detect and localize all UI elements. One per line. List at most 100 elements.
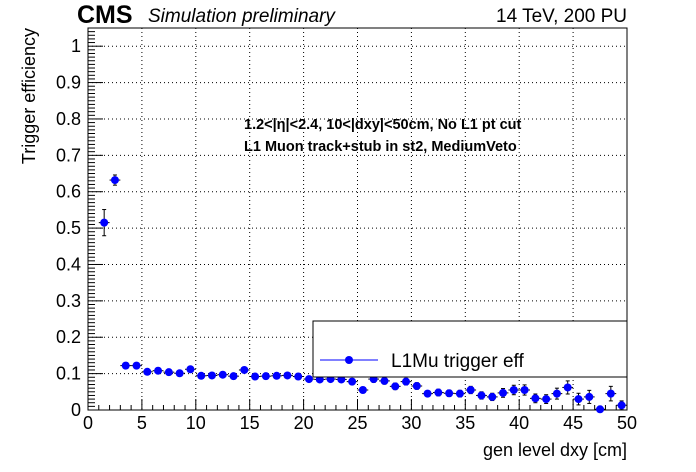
marker xyxy=(251,372,260,381)
marker xyxy=(132,361,141,370)
data-point xyxy=(185,365,196,374)
marker xyxy=(466,385,475,394)
marker xyxy=(412,381,421,390)
x-axis-label: gen level dxy [cm] xyxy=(483,440,627,460)
x-tick-label: 35 xyxy=(455,413,475,433)
marker xyxy=(175,369,184,378)
data-point xyxy=(131,361,142,370)
x-tick-label: 45 xyxy=(563,413,583,433)
marker xyxy=(186,365,195,374)
data-point xyxy=(508,384,520,396)
y-tick-label: 0.4 xyxy=(56,254,81,274)
data-point xyxy=(379,376,390,385)
marker xyxy=(272,371,281,380)
data-point xyxy=(357,385,369,394)
data-point xyxy=(551,387,563,400)
legend-box xyxy=(312,320,628,378)
annotation-cuts: 1.2<|η|<2.4, 10<|dxy|<50cm, No L1 pt cut xyxy=(244,117,522,133)
data-point xyxy=(540,394,552,404)
annotation-selection: L1 Muon track+stub in st2, MediumVeto xyxy=(244,139,517,155)
energy-label: 14 TeV, 200 PU xyxy=(496,6,627,27)
data-point xyxy=(217,370,229,379)
marker xyxy=(606,389,615,398)
data-point xyxy=(238,365,250,374)
marker xyxy=(509,385,518,394)
data-point xyxy=(454,389,466,398)
data-point xyxy=(519,384,530,396)
data-point xyxy=(303,375,315,384)
marker xyxy=(304,375,313,384)
x-tick-label: 20 xyxy=(294,413,314,433)
marker xyxy=(445,389,454,398)
marker xyxy=(197,371,206,380)
data-point xyxy=(476,391,487,400)
marker xyxy=(434,388,443,397)
data-point xyxy=(152,366,164,375)
marker xyxy=(240,365,249,374)
marker xyxy=(121,361,130,370)
plot-frame xyxy=(87,27,628,411)
x-tick-label: 30 xyxy=(401,413,421,433)
marker xyxy=(488,392,497,401)
data-point xyxy=(529,393,541,404)
y-tick-label: 0.3 xyxy=(56,291,81,311)
data-point xyxy=(400,377,412,386)
cms-brand: CMS xyxy=(77,1,133,29)
data-point xyxy=(271,371,283,380)
marker xyxy=(154,366,163,375)
legend: L1Mu trigger eff xyxy=(312,320,628,378)
data-point xyxy=(583,389,595,404)
chart-subtitle: Simulation preliminary xyxy=(148,6,336,27)
marker xyxy=(391,382,400,391)
data-point xyxy=(282,371,293,380)
y-tick-label: 0.6 xyxy=(56,182,81,202)
marker xyxy=(585,392,594,401)
data-point xyxy=(174,369,186,378)
marker xyxy=(455,389,464,398)
x-tick-label: 0 xyxy=(83,413,93,433)
data-point xyxy=(109,174,121,186)
marker xyxy=(531,394,540,403)
marker xyxy=(294,372,303,381)
data-point xyxy=(411,381,423,390)
data-point xyxy=(346,377,358,386)
marker xyxy=(596,405,605,414)
data-point xyxy=(497,388,509,398)
y-tick-label: 1 xyxy=(71,36,81,56)
marker xyxy=(574,395,583,404)
data-point xyxy=(260,372,272,381)
marker xyxy=(552,389,561,398)
marker xyxy=(423,389,432,398)
data-point xyxy=(228,372,239,381)
data-point xyxy=(422,389,433,398)
x-tick-label: 50 xyxy=(617,413,637,433)
data-point xyxy=(163,368,175,377)
marker xyxy=(164,368,173,377)
legend-marker xyxy=(345,356,353,364)
data-point xyxy=(432,388,444,397)
data-point xyxy=(605,385,617,402)
y-tick-label: 0.1 xyxy=(56,364,81,384)
marker xyxy=(110,176,119,185)
legend-label: L1Mu trigger eff xyxy=(391,351,524,372)
marker xyxy=(261,372,270,381)
marker xyxy=(380,376,389,385)
x-tick-label: 25 xyxy=(347,413,367,433)
y-tick-label: 0.5 xyxy=(56,218,81,238)
x-tick-label: 40 xyxy=(509,413,529,433)
data-point xyxy=(389,382,401,391)
marker xyxy=(348,377,357,386)
x-tick-label: 5 xyxy=(137,413,147,433)
axes: 0 5 10 15 20 25 30 35 40 45 50 0 0.1 0.2 0.3 0.4 0.5 0.6 0… xyxy=(56,27,637,433)
data-point xyxy=(594,405,606,414)
data-point xyxy=(562,380,574,395)
marker xyxy=(143,367,152,376)
data-point xyxy=(141,367,153,376)
data-point xyxy=(616,400,627,411)
y-tick-label: 0.7 xyxy=(56,145,81,165)
data-point xyxy=(443,389,455,398)
marker xyxy=(617,401,626,410)
y-tick-label: 0 xyxy=(71,400,81,420)
marker xyxy=(358,385,367,394)
